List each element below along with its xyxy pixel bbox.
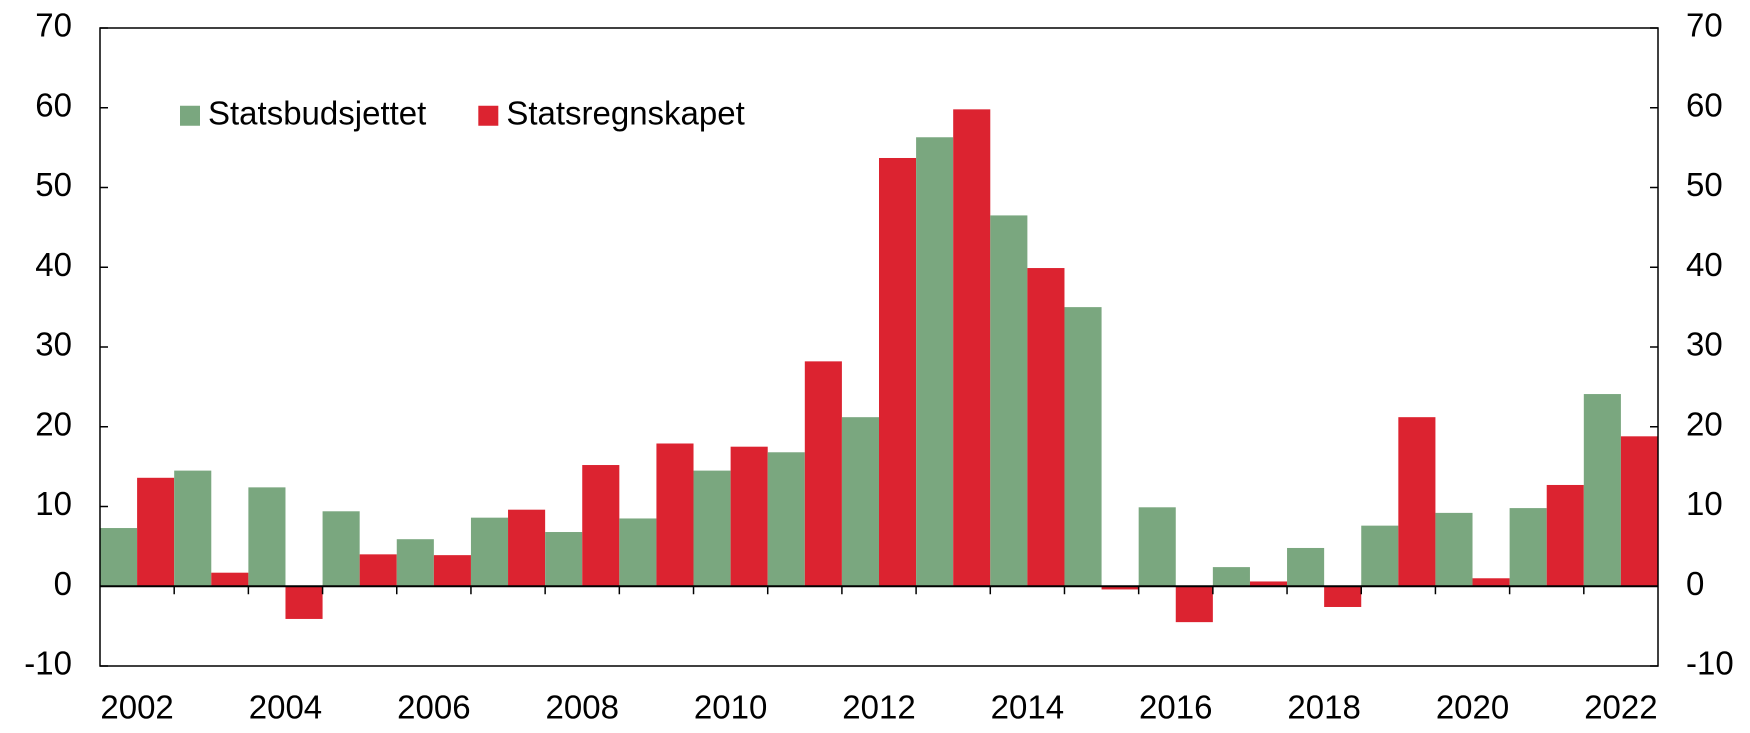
y-tick-label: 0: [54, 565, 72, 602]
bar: [879, 157, 917, 587]
x-tick-label: 2006: [397, 689, 470, 726]
y2-tick-label: 50: [1686, 166, 1723, 203]
bar: [1064, 307, 1102, 587]
bar: [137, 477, 175, 587]
legend-swatch: [180, 105, 200, 126]
y2-tick-label: 20: [1686, 405, 1723, 442]
bar: [804, 361, 842, 587]
bar: [1249, 581, 1288, 587]
bar: [916, 137, 954, 587]
bar: [619, 518, 657, 587]
x-tick-label: 2012: [842, 689, 915, 726]
bar: [1361, 525, 1399, 587]
x-tick-label: 2004: [249, 689, 322, 726]
bar: [545, 532, 583, 587]
y-tick-label: 70: [35, 7, 72, 44]
bar: [1287, 547, 1325, 587]
bar: [730, 446, 768, 587]
bar: [1398, 417, 1436, 587]
x-tick-label: 2022: [1584, 689, 1657, 726]
bar: [211, 572, 249, 587]
bar: [174, 470, 212, 587]
y-tick-label: -10: [24, 645, 72, 682]
bar: [100, 528, 138, 587]
x-tick-label: 2002: [100, 689, 173, 726]
bar: [508, 509, 546, 587]
y-tick-label: 20: [35, 405, 72, 442]
bar: [322, 511, 360, 587]
bar: [248, 487, 286, 587]
bar: [1212, 567, 1250, 587]
y2-tick-label: 0: [1686, 565, 1704, 602]
x-tick-label: 2020: [1436, 689, 1509, 726]
bar: [953, 109, 991, 587]
bar: [433, 555, 471, 587]
x-tick-label: 2016: [1139, 689, 1212, 726]
bar: [285, 586, 323, 619]
y2-tick-label: 40: [1686, 246, 1723, 283]
bar: [1324, 586, 1362, 607]
bar: [1027, 268, 1065, 587]
bar: [1546, 484, 1584, 587]
x-tick-label: 2014: [991, 689, 1064, 726]
y2-tick-label: 30: [1686, 326, 1723, 363]
x-tick-label: 2010: [694, 689, 767, 726]
bar: [1175, 586, 1213, 623]
y2-tick-label: 10: [1686, 485, 1723, 522]
bar: [841, 417, 879, 587]
legend-label: Statsregnskapet: [506, 94, 744, 131]
bar: [767, 452, 805, 587]
bar: [396, 539, 434, 587]
bar: [656, 443, 694, 587]
bar: [1620, 436, 1658, 587]
bar: [1583, 394, 1621, 587]
legend-swatch: [478, 105, 499, 126]
bar: [1138, 507, 1176, 587]
y-tick-label: 40: [35, 246, 72, 283]
x-tick-label: 2008: [546, 689, 619, 726]
bar: [1509, 508, 1547, 587]
y-tick-label: 60: [35, 86, 72, 123]
y2-tick-label: 60: [1686, 86, 1723, 123]
y2-tick-label: 70: [1686, 7, 1723, 44]
bar: [693, 470, 731, 587]
plot-frame: [99, 27, 1659, 667]
x-tick-label: 2018: [1287, 689, 1360, 726]
bar: [470, 517, 509, 587]
y-tick-label: 10: [35, 485, 72, 522]
y2-tick-label: -10: [1686, 645, 1734, 682]
legend-label: Statsbudsjettet: [208, 94, 426, 131]
bar: [1435, 512, 1473, 587]
bar: [582, 465, 620, 587]
bar: [1101, 586, 1139, 590]
bar: [359, 554, 397, 587]
y-tick-label: 30: [35, 326, 72, 363]
y-tick-label: 50: [35, 166, 72, 203]
bar: [1472, 578, 1510, 587]
bar: [990, 215, 1028, 587]
